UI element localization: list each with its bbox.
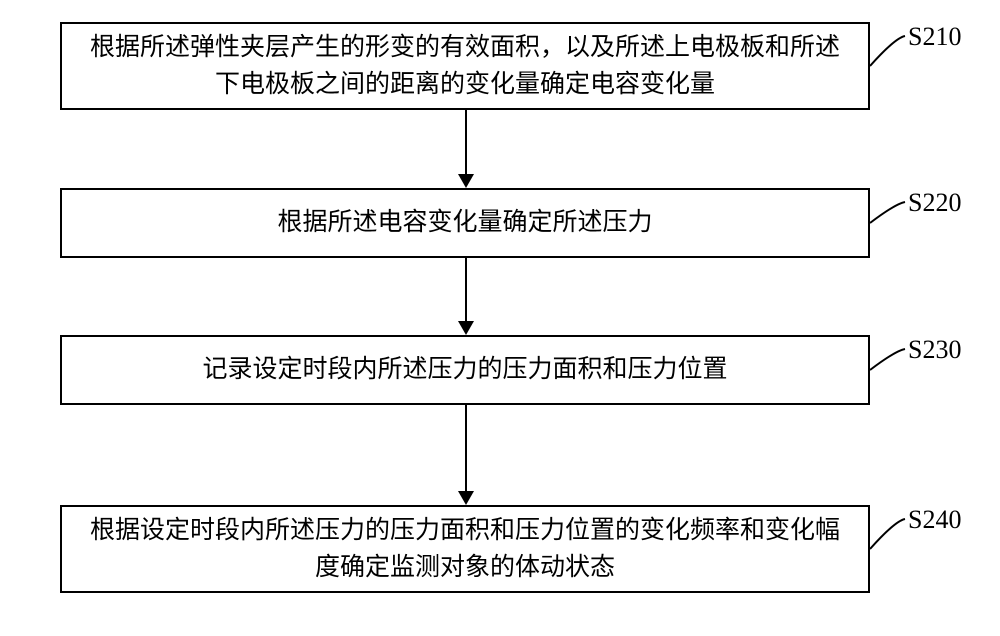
step-label-s230: S230 (908, 335, 961, 365)
arrow-line-1 (465, 110, 467, 174)
arrow-line-3 (465, 405, 467, 491)
step-text-s220: 根据所述电容变化量确定所述压力 (277, 204, 652, 242)
arrow-head-3 (458, 491, 474, 505)
arrow-line-2 (465, 258, 467, 321)
arrow-head-2 (458, 321, 474, 335)
step-label-s220: S220 (908, 188, 961, 218)
step-label-s210: S210 (908, 22, 961, 52)
step-box-s230: 记录设定时段内所述压力的压力面积和压力位置 (60, 335, 870, 405)
flowchart-container: 根据所述弹性夹层产生的形变的有效面积，以及所述上电极板和所述下电极板之间的距离的… (0, 0, 1000, 636)
step-box-s210: 根据所述弹性夹层产生的形变的有效面积，以及所述上电极板和所述下电极板之间的距离的… (60, 22, 870, 110)
step-text-s230: 记录设定时段内所述压力的压力面积和压力位置 (202, 351, 727, 389)
step-box-s240: 根据设定时段内所述压力的压力面积和压力位置的变化频率和变化幅度确定监测对象的体动… (60, 505, 870, 593)
step-text-s210: 根据所述弹性夹层产生的形变的有效面积，以及所述上电极板和所述下电极板之间的距离的… (82, 29, 848, 104)
step-box-s220: 根据所述电容变化量确定所述压力 (60, 188, 870, 258)
arrow-head-1 (458, 174, 474, 188)
step-label-s240: S240 (908, 505, 961, 535)
step-text-s240: 根据设定时段内所述压力的压力面积和压力位置的变化频率和变化幅度确定监测对象的体动… (82, 512, 848, 587)
